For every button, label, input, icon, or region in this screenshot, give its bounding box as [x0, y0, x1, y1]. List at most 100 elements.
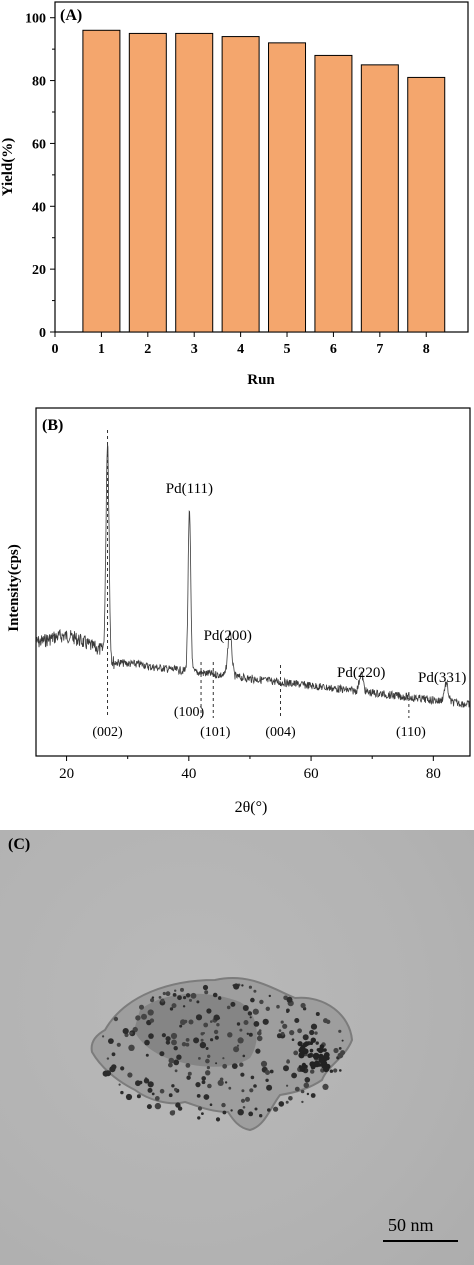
nanoparticle: [309, 1048, 314, 1053]
reference-label: (110): [396, 725, 426, 740]
nanoparticle: [196, 1094, 201, 1098]
nanoparticle: [200, 1038, 204, 1042]
nanoparticle: [150, 998, 155, 1003]
nanoparticle: [266, 1084, 273, 1091]
nanoparticle: [323, 1066, 330, 1073]
nanoparticle: [206, 1066, 210, 1070]
x-tick-label: 1: [98, 342, 105, 357]
nanoparticle: [303, 1082, 310, 1089]
y-tick-label: 100: [25, 12, 46, 27]
nanoparticle: [300, 1089, 305, 1094]
nanoparticle: [185, 993, 191, 998]
nanoparticle: [250, 997, 255, 1003]
y-tick-label: 40: [32, 200, 46, 215]
panel-b-x-ticks: 20 40 60 80: [59, 756, 441, 782]
nanoparticle: [151, 996, 155, 999]
nanoparticle: [161, 1033, 166, 1038]
nanoparticle: [165, 991, 171, 997]
panel-b-frame: [35, 407, 471, 757]
nanoparticle: [213, 1029, 219, 1035]
nanoparticle: [233, 983, 240, 990]
nanoparticle: [283, 1065, 289, 1072]
nanoparticle: [248, 985, 252, 989]
nanoparticle: [147, 1087, 153, 1093]
bar-run-7: [360, 64, 399, 333]
x-tick-label: 8: [423, 342, 430, 357]
nanoparticle: [205, 1070, 211, 1076]
nanoparticle: [341, 1039, 344, 1042]
nanoparticle: [102, 1035, 105, 1038]
panel-b-peak-labels: Pd(111) Pd(200) Pd(220) Pd(331): [166, 481, 467, 686]
x-tick-label: 6: [330, 342, 337, 357]
nanoparticle: [221, 1102, 226, 1108]
nanoparticle: [222, 1063, 228, 1069]
nanoparticle: [174, 1087, 178, 1092]
nanoparticle: [171, 1110, 176, 1114]
nanoparticle: [174, 989, 177, 992]
nanoparticle: [260, 1060, 268, 1067]
y-tick-label: 20: [32, 263, 46, 278]
tem-particle-cluster: [90, 977, 458, 1242]
nanoparticle: [173, 1059, 180, 1066]
nanoparticle: [333, 1047, 339, 1054]
nanoparticle: [253, 1021, 260, 1027]
nanoparticle: [333, 1068, 338, 1073]
nanoparticle: [168, 1062, 173, 1068]
nanoparticle: [286, 1084, 289, 1087]
nanoparticle: [120, 1090, 124, 1095]
nanoparticle: [197, 1116, 201, 1120]
nanoparticle: [249, 1016, 252, 1019]
nanoparticle: [309, 1029, 315, 1036]
nanoparticle: [278, 1101, 285, 1107]
nanoparticle: [253, 1084, 257, 1088]
panel-b-chart: (B) Pd(111) Pd(200) Pd(220) Pd(331) (002) (1…: [6, 407, 471, 816]
nanoparticle: [248, 1032, 253, 1037]
nanoparticle: [212, 992, 218, 998]
nanoparticle: [203, 1094, 210, 1100]
nanoparticle: [170, 1032, 178, 1040]
nanoparticle: [286, 996, 293, 1003]
nanoparticle: [195, 1082, 201, 1088]
panel-a-label: (A): [60, 7, 82, 24]
x-tick-label: 20: [59, 766, 74, 782]
nanoparticle: [242, 1005, 249, 1011]
bar-run-3: [175, 32, 214, 333]
nanoparticle: [289, 1030, 295, 1036]
nanoparticle: [143, 1078, 150, 1084]
nanoparticle: [146, 1104, 152, 1110]
panel-b-reference-lines: [107, 430, 410, 718]
nanoparticle: [286, 1059, 290, 1063]
x-tick-label: 0: [52, 342, 59, 357]
nanoparticle: [242, 1054, 246, 1058]
nanoparticle: [262, 1018, 269, 1025]
nanoparticle: [105, 1070, 112, 1077]
nanoparticle: [314, 1031, 318, 1035]
bar-run-1: [82, 29, 121, 333]
x-tick-label: 7: [376, 342, 383, 357]
nanoparticle: [255, 1048, 261, 1054]
nanoparticle: [175, 1102, 181, 1108]
nanoparticle: [265, 1006, 270, 1011]
y-tick-label: 0: [39, 326, 46, 341]
nanoparticle: [257, 1031, 262, 1036]
nanoparticle: [276, 1004, 280, 1009]
nanoparticle: [185, 1042, 190, 1047]
nanoparticle: [207, 1083, 212, 1089]
nanoparticle: [171, 1084, 175, 1088]
nanoparticle: [171, 1039, 177, 1046]
nanoparticle: [298, 1052, 305, 1059]
panel-a-x-axis-label: Run: [247, 372, 275, 388]
nanoparticle: [173, 1046, 178, 1051]
nanoparticle: [239, 1062, 244, 1067]
nanoparticle: [207, 1054, 211, 1058]
nanoparticle: [185, 1038, 190, 1042]
nanoparticle: [294, 1018, 300, 1023]
nanoparticle: [286, 1010, 289, 1013]
nanoparticle: [224, 1081, 228, 1084]
nanoparticle: [322, 1083, 329, 1090]
y-tick-label: 80: [32, 75, 46, 90]
nanoparticle: [202, 1032, 205, 1035]
nanoparticle: [242, 1106, 246, 1109]
nanoparticle: [273, 1106, 279, 1112]
nanoparticle: [195, 1014, 203, 1021]
